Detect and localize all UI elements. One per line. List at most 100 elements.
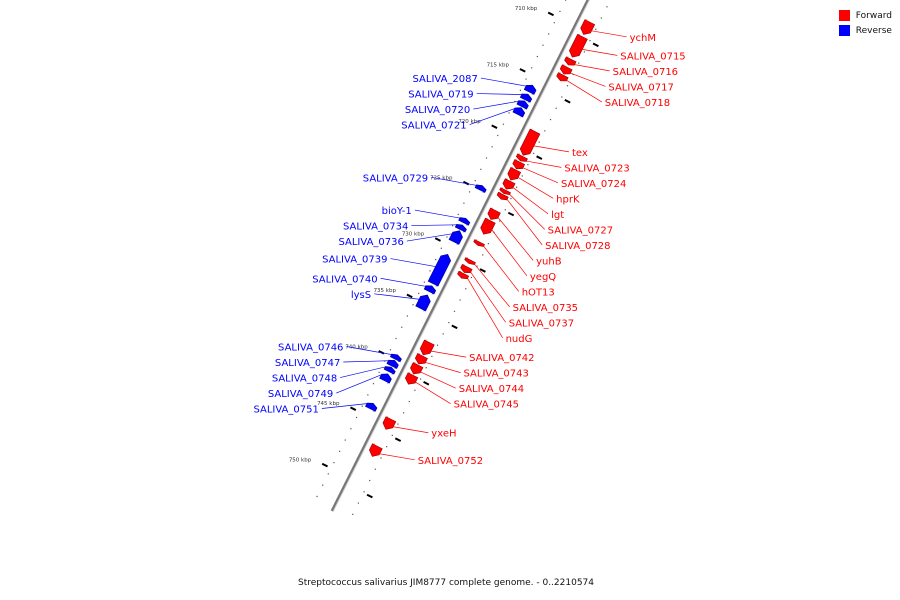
gene-label: lysS: [351, 290, 371, 301]
gene-label: yegQ: [530, 272, 556, 283]
forward-gene-feature: [496, 191, 509, 201]
gene-label-leader: [340, 366, 386, 378]
minor-tick-dot: [553, 22, 555, 24]
gene-body: [454, 224, 467, 233]
forward-gene-feature: [460, 263, 473, 274]
minor-tick-dot: [440, 247, 442, 249]
gene-label: SALIVA_0724: [561, 179, 626, 190]
minor-tick-dot: [538, 141, 540, 143]
gene-label-leader: [526, 160, 562, 168]
gene-label: yxeH: [431, 429, 456, 440]
gene-label: SALIVA_0717: [608, 82, 673, 93]
minor-tick-dot: [583, 51, 586, 53]
gene-body: [516, 100, 529, 110]
gene-body: [507, 167, 522, 181]
forward-gene-feature: [580, 19, 596, 35]
gene-body: [499, 187, 511, 196]
gene-label-leader: [474, 264, 510, 308]
gene-label-leader: [390, 258, 436, 267]
gene-label-leader: [591, 30, 627, 38]
gene-label-leader: [473, 100, 519, 110]
reverse-gene-feature: [415, 294, 431, 312]
reverse-gene-feature: [383, 366, 396, 375]
minor-tick-dot: [327, 473, 329, 475]
gene-label-leader: [480, 77, 526, 87]
minor-tick-dot: [463, 202, 465, 204]
forward-gene-feature: [564, 56, 577, 66]
gene-label: SALIVA_0739: [322, 255, 387, 266]
reverse-gene-feature: [379, 373, 392, 384]
gene-label-leader: [469, 108, 515, 125]
gene-body: [523, 84, 537, 95]
forward-gene-feature: [499, 187, 511, 196]
gene-label-leader: [406, 233, 452, 242]
genome-backbone: [330, 0, 590, 512]
gene-body: [496, 191, 509, 201]
gene-label: nudG: [506, 334, 533, 345]
forward-gene-feature: [410, 362, 424, 375]
gene-label-leader: [483, 246, 519, 292]
minor-tick-dot: [380, 457, 382, 459]
gene-label-leader: [420, 371, 456, 389]
forward-gene-feature: [569, 33, 588, 58]
minor-tick-dot: [429, 270, 431, 272]
reverse-gene-feature: [519, 93, 533, 103]
forward-gene-feature: [507, 166, 522, 181]
minor-tick-dot: [474, 180, 476, 182]
gene-label: SALIVA_0736: [338, 237, 403, 248]
gene-body: [464, 257, 476, 265]
forward-gene-feature: [369, 443, 383, 457]
major-tick: [406, 293, 413, 299]
gene-label: SALIVA_0749: [268, 389, 333, 400]
minor-tick-dot: [406, 315, 408, 317]
gene-label-leader: [574, 64, 610, 72]
reverse-gene-feature: [454, 224, 467, 233]
minor-tick-dot: [401, 326, 403, 328]
gene-body: [564, 56, 577, 66]
reverse-gene-feature: [386, 359, 399, 369]
major-tick: [394, 437, 402, 442]
gene-label: SALIVA_0752: [418, 456, 483, 467]
gene-body: [460, 264, 473, 274]
gene-label-leader: [336, 374, 382, 394]
minor-tick-dot: [414, 389, 416, 391]
forward-gene-feature: [512, 159, 526, 170]
gene-body: [502, 178, 516, 190]
minor-tick-dot: [352, 513, 354, 515]
major-tick: [592, 42, 599, 48]
gene-body: [474, 184, 487, 193]
minor-tick-dot: [350, 428, 352, 430]
minor-tick-dot: [606, 6, 608, 8]
gene-label: SALIVA_0715: [620, 51, 685, 62]
gene-label: SALIVA_0718: [605, 98, 670, 109]
minor-tick-dot: [549, 118, 552, 121]
minor-tick-dot: [378, 371, 380, 373]
major-tick: [536, 155, 543, 160]
minor-tick-dot: [412, 304, 414, 306]
gene-body: [569, 33, 588, 58]
gene-label-leader: [467, 278, 503, 339]
minor-tick-dot: [487, 243, 489, 245]
gene-body: [410, 362, 424, 375]
minor-tick-dot: [516, 186, 518, 188]
gene-body: [457, 270, 470, 280]
forward-gene-feature: [464, 257, 476, 265]
gene-label: SALIVA_0727: [548, 225, 613, 236]
forward-gene-feature: [515, 153, 528, 162]
gene-body: [512, 159, 526, 170]
reverse-gene-feature: [448, 230, 463, 245]
gene-label-leader: [393, 426, 429, 434]
gene-label: tex: [572, 148, 588, 159]
minor-tick-dot: [397, 423, 399, 425]
reverse-gene-feature: [427, 254, 452, 287]
minor-tick-dot: [555, 107, 557, 109]
minor-tick-dot: [431, 355, 433, 358]
major-tick: [547, 11, 554, 17]
forward-gene-feature: [487, 207, 501, 220]
minor-tick-dot: [338, 450, 341, 452]
gene-label: SALIVA_0744: [459, 384, 524, 395]
gene-label: hOT13: [522, 287, 555, 298]
minor-tick-dot: [423, 281, 425, 283]
gene-label: SALIVA_0737: [509, 318, 574, 329]
gene-label-leader: [497, 217, 534, 261]
